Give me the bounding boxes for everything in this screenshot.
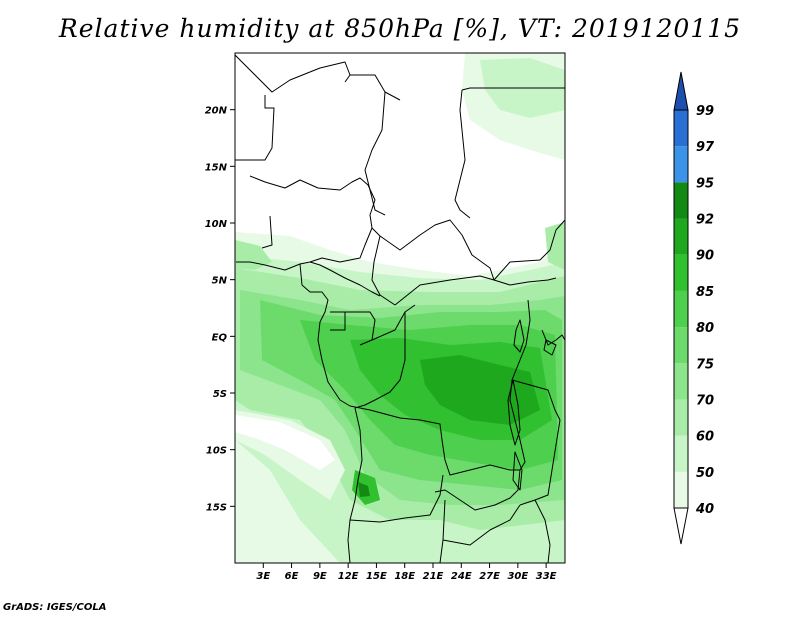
lon-tick-label-15E: 15E — [366, 571, 387, 582]
colorbar-label-80: 80 — [696, 321, 714, 336]
colorbar-label-50: 50 — [696, 466, 714, 481]
border-line-20 — [349, 405, 520, 476]
lon-tick-label-6E: 6E — [285, 571, 299, 582]
map-frame — [234, 52, 566, 564]
border-line-9 — [261, 215, 273, 249]
border-line-7 — [249, 175, 369, 191]
border-line-8 — [236, 184, 376, 271]
colorbar-label-92: 92 — [696, 213, 714, 228]
lat-tick-label-EQ: EQ — [212, 332, 228, 343]
colorbar-label-75: 75 — [696, 357, 714, 372]
lon-tick-label-9E: 9E — [313, 571, 327, 582]
border-line-25 — [349, 474, 444, 523]
colorbar-box-50 — [674, 435, 688, 472]
lon-tick-label-21E: 21E — [423, 571, 444, 582]
colorbar-label-40: 40 — [695, 502, 714, 517]
border-line-2 — [344, 74, 351, 83]
lake-outline-3 — [512, 451, 523, 491]
border-line-24 — [347, 407, 363, 563]
border-line-4 — [454, 89, 471, 219]
border-line-1 — [235, 54, 401, 101]
colorbar-label-97: 97 — [696, 140, 715, 155]
chart-title: Relative humidity at 850hPa [%], VT: 201… — [58, 14, 742, 43]
humidity-region-15 — [545, 222, 565, 270]
colorbar-box-70 — [674, 363, 688, 400]
lat-tick-label-10S: 10S — [206, 446, 227, 457]
humidity-region-12 — [235, 415, 335, 470]
border-line-15 — [299, 263, 351, 407]
lat-tick-label-5N: 5N — [212, 276, 228, 287]
colorbar-outline — [673, 109, 689, 509]
lake-outline-2 — [507, 379, 521, 446]
border-line-29 — [511, 379, 561, 421]
border-line-23 — [434, 469, 521, 511]
border-line-30 — [534, 499, 551, 563]
colorbar-label-70: 70 — [696, 393, 714, 408]
lon-tick-label-3E: 3E — [256, 571, 270, 582]
colorbar-label-95: 95 — [696, 176, 714, 191]
border-line-3 — [461, 87, 565, 91]
lake-outline-1 — [513, 319, 525, 353]
lake-outline-4 — [543, 339, 557, 356]
lat-tick-label-5S: 5S — [213, 389, 227, 400]
border-line-17 — [330, 312, 346, 331]
border-line-13 — [493, 219, 565, 281]
lon-tick-label-27E: 27E — [479, 571, 500, 582]
border-line-14 — [309, 261, 381, 297]
colorbar-box-85 — [674, 254, 688, 291]
colorbar-box-90 — [674, 218, 688, 255]
lat-tick-label-20N: 20N — [205, 106, 228, 117]
border-line-27 — [442, 504, 521, 546]
credit-label: GrADS: IGES/COLA — [3, 602, 107, 613]
border-line-6 — [235, 95, 275, 161]
border-line-18 — [371, 304, 416, 341]
lat-tick-label-15S: 15S — [206, 502, 227, 513]
border-line-28 — [519, 419, 561, 506]
colorbar-label-90: 90 — [696, 249, 714, 264]
colorbar: 40 50 60 70 75 80 85 90 92 95 97 99 — [673, 71, 715, 545]
lon-tick-label-12E: 12E — [338, 571, 359, 582]
border-line-11 — [371, 235, 396, 306]
lon-tick-label-33E: 33E — [536, 571, 557, 582]
lon-tick-label-18E: 18E — [394, 571, 415, 582]
colorbar-box-80 — [674, 290, 688, 328]
colorbar-box-97 — [674, 110, 688, 147]
lat-tick-label-15N: 15N — [205, 162, 228, 173]
border-line-16 — [330, 311, 376, 346]
colorbar-label-60: 60 — [696, 430, 714, 445]
border-line-19 — [354, 312, 406, 409]
colorbar-label-85: 85 — [696, 285, 714, 300]
lat-tick-label-10N: 10N — [205, 219, 228, 230]
colorbar-upper-arrow — [673, 71, 689, 111]
lon-tick-label-24E: 24E — [451, 571, 472, 582]
humidity-field — [235, 53, 565, 563]
colorbar-box-75 — [674, 327, 688, 364]
humidity-region-8 — [420, 355, 540, 425]
humidity-region-10 — [358, 482, 370, 497]
colorbar-box-60 — [674, 399, 688, 436]
colorbar-box-92 — [674, 182, 688, 219]
border-line-10 — [371, 219, 495, 281]
border-line-5 — [364, 91, 386, 216]
colorbar-box-95 — [674, 146, 688, 183]
country-borders — [235, 54, 565, 563]
colorbar-lower-arrow — [673, 507, 689, 545]
colorbar-box-40 — [674, 471, 688, 508]
lon-tick-label-30E: 30E — [507, 571, 528, 582]
colorbar-label-99: 99 — [696, 104, 714, 119]
